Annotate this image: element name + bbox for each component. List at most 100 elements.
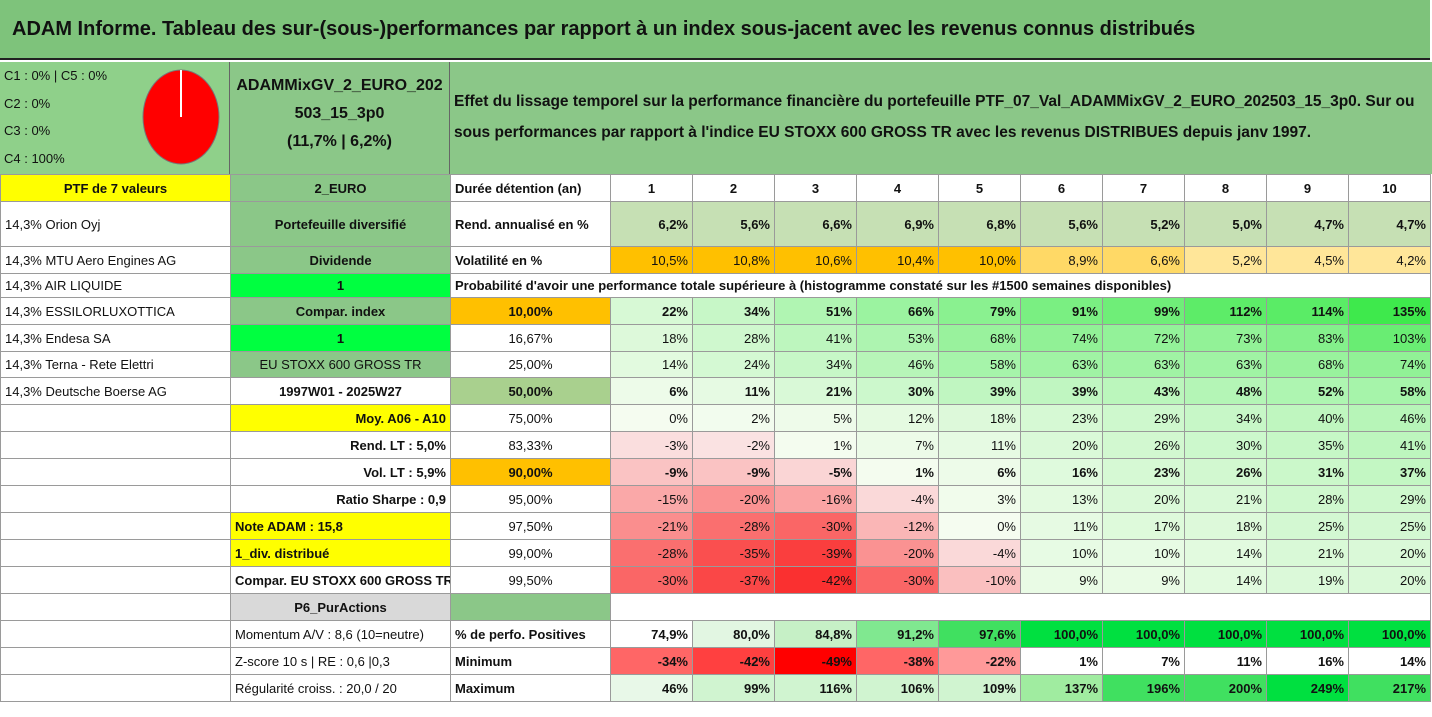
return-value: 5,2% bbox=[1102, 201, 1185, 247]
probability-threshold: 25,00% bbox=[450, 351, 611, 378]
info-cell: 1 bbox=[230, 324, 451, 352]
probability-value: 14% bbox=[610, 351, 693, 378]
maximum-value: 217% bbox=[1348, 674, 1431, 702]
volatility-value: 5,2% bbox=[1184, 246, 1267, 274]
probability-value: -3% bbox=[610, 431, 693, 459]
info-cell: Vol. LT : 5,9% bbox=[230, 458, 451, 486]
probability-value: 1% bbox=[856, 458, 939, 486]
empty-cell bbox=[0, 593, 231, 621]
probability-value: -21% bbox=[610, 512, 693, 540]
year-header: 9 bbox=[1266, 174, 1349, 202]
probability-threshold: 95,00% bbox=[450, 485, 611, 513]
empty-cell bbox=[0, 647, 231, 675]
probability-value: -39% bbox=[774, 539, 857, 567]
probability-value: 9% bbox=[1102, 566, 1185, 594]
return-value: 5,0% bbox=[1184, 201, 1267, 247]
probability-value: 25% bbox=[1266, 512, 1349, 540]
probability-value: 20% bbox=[1348, 539, 1431, 567]
year-header: 7 bbox=[1102, 174, 1185, 202]
info-cell: Moy. A06 - A10 bbox=[230, 404, 451, 432]
year-header: 8 bbox=[1184, 174, 1267, 202]
probability-value: 34% bbox=[1184, 404, 1267, 432]
volatility-value: 6,6% bbox=[1102, 246, 1185, 274]
table-row: PTF de 7 valeurs 2_EURO Durée détention (a… bbox=[0, 174, 1431, 202]
probability-value: 24% bbox=[692, 351, 775, 378]
probability-value: 16% bbox=[1020, 458, 1103, 486]
info-cell: Dividende bbox=[230, 246, 451, 274]
probability-value: -28% bbox=[692, 512, 775, 540]
probability-value: 30% bbox=[856, 377, 939, 405]
probability-value: 83% bbox=[1266, 324, 1349, 352]
probability-value: 29% bbox=[1102, 404, 1185, 432]
probability-value: -30% bbox=[856, 566, 939, 594]
year-header: 10 bbox=[1348, 174, 1431, 202]
minimum-value: 16% bbox=[1266, 647, 1349, 675]
year-header: 2 bbox=[692, 174, 775, 202]
maximum-value: 137% bbox=[1020, 674, 1103, 702]
probability-value: 20% bbox=[1020, 431, 1103, 459]
probability-value: 11% bbox=[692, 377, 775, 405]
return-value: 6,6% bbox=[774, 201, 857, 247]
probability-value: 68% bbox=[938, 324, 1021, 352]
table-row: 14,3% Orion Oyj Portefeuille diversifié Re… bbox=[0, 201, 1431, 247]
volatility-value: 10,6% bbox=[774, 246, 857, 274]
probability-value: 19% bbox=[1266, 566, 1349, 594]
table-row: Ratio Sharpe : 0,9 95,00% -15% -20% -16% -4% 3… bbox=[0, 485, 1431, 513]
probability-value: -30% bbox=[774, 512, 857, 540]
info-cell: Compar. index bbox=[230, 297, 451, 325]
return-value: 5,6% bbox=[1020, 201, 1103, 247]
info-cell: Compar. EU STOXX 600 GROSS TR bbox=[230, 566, 451, 594]
portfolio-description: Effet du lissage temporel sur la perform… bbox=[450, 62, 1432, 174]
probability-value: -9% bbox=[610, 458, 693, 486]
info-cell: Rend. LT : 5,0% bbox=[230, 431, 451, 459]
probability-value: 0% bbox=[938, 512, 1021, 540]
probability-value: 39% bbox=[1020, 377, 1103, 405]
year-header: 1 bbox=[610, 174, 693, 202]
probability-value: 0% bbox=[610, 404, 693, 432]
info-cell: 1_div. distribué bbox=[230, 539, 451, 567]
row-label: Minimum bbox=[450, 647, 611, 675]
table-row: 14,3% MTU Aero Engines AG Dividende Volati… bbox=[0, 246, 1431, 274]
maximum-value: 200% bbox=[1184, 674, 1267, 702]
probability-value: 53% bbox=[856, 324, 939, 352]
info-cell: Portefeuille diversifié bbox=[230, 201, 451, 247]
empty-cell bbox=[0, 458, 231, 486]
probability-threshold: 50,00% bbox=[450, 377, 611, 405]
probability-value: -35% bbox=[692, 539, 775, 567]
volatility-value: 4,2% bbox=[1348, 246, 1431, 274]
performance-table: PTF de 7 valeurs 2_EURO Durée détention (a… bbox=[0, 174, 1431, 702]
holding-item: 14,3% ESSILORLUXOTTICA bbox=[0, 297, 231, 325]
year-header: 5 bbox=[938, 174, 1021, 202]
probability-value: 2% bbox=[692, 404, 775, 432]
probability-value: 34% bbox=[774, 351, 857, 378]
volatility-value: 10,0% bbox=[938, 246, 1021, 274]
holding-item: 14,3% Endesa SA bbox=[0, 324, 231, 352]
probability-value: 74% bbox=[1020, 324, 1103, 352]
empty-cell bbox=[0, 674, 231, 702]
minimum-value: -42% bbox=[692, 647, 775, 675]
empty-cell bbox=[0, 404, 231, 432]
probability-threshold: 75,00% bbox=[450, 404, 611, 432]
volatility-value: 10,8% bbox=[692, 246, 775, 274]
probability-threshold: 83,33% bbox=[450, 431, 611, 459]
probability-value: 63% bbox=[1102, 351, 1185, 378]
probability-threshold: 99,00% bbox=[450, 539, 611, 567]
year-header: 6 bbox=[1020, 174, 1103, 202]
probability-value: 72% bbox=[1102, 324, 1185, 352]
probability-value: 68% bbox=[1266, 351, 1349, 378]
holding-item: 14,3% Orion Oyj bbox=[0, 201, 231, 247]
return-value: 4,7% bbox=[1348, 201, 1431, 247]
table-row: Z-score 10 s | RE : 0,6 |0,3 Minimum -34% -… bbox=[0, 647, 1431, 675]
probability-value: -2% bbox=[692, 431, 775, 459]
probability-value: 11% bbox=[938, 431, 1021, 459]
probability-value: 73% bbox=[1184, 324, 1267, 352]
empty-cell bbox=[0, 485, 231, 513]
probability-value: 11% bbox=[1020, 512, 1103, 540]
holding-item: 14,3% Deutsche Boerse AG bbox=[0, 377, 231, 405]
minimum-value: -22% bbox=[938, 647, 1021, 675]
maximum-value: 106% bbox=[856, 674, 939, 702]
return-value: 6,8% bbox=[938, 201, 1021, 247]
volatility-value: 4,5% bbox=[1266, 246, 1349, 274]
probability-value: 35% bbox=[1266, 431, 1349, 459]
